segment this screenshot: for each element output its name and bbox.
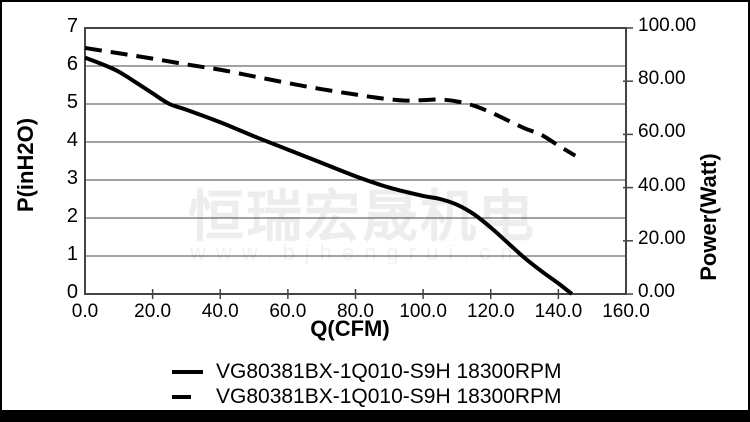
y-axis-title-right: Power(Watt) — [696, 153, 721, 281]
y-left-tick-label: 6 — [66, 53, 78, 75]
x-tick-label: 0.0 — [71, 301, 99, 322]
y-left-tick-label: 1 — [66, 243, 78, 265]
y-left-tick-label: 3 — [66, 167, 78, 189]
watermark-website-text: www.bjhengrui.cn — [190, 240, 523, 265]
y-left-tick-label: 5 — [66, 91, 78, 113]
x-tick-label: 120.0 — [466, 301, 515, 322]
x-tick-label: 100.0 — [399, 301, 447, 322]
power-curve — [84, 45, 577, 158]
x-tick-label: 60.0 — [269, 301, 307, 322]
legend-label: VG80381BX-1Q010-S9H 18300RPM — [216, 385, 562, 408]
y-right-tick-label: 100.00 — [638, 15, 697, 36]
y-left-tick-label: 7 — [66, 15, 78, 37]
y-right-tick-label: 0.00 — [638, 281, 675, 302]
y-left-tick-label: 0 — [66, 281, 78, 303]
y-right-tick-label: 60.00 — [638, 121, 686, 143]
x-tick-label: 140.0 — [534, 301, 583, 322]
solid-line-icon — [172, 370, 203, 374]
y-right-tick-label: 20.00 — [638, 227, 686, 249]
bottom-black-bar — [2, 410, 748, 420]
legend-item-pressure: VG80381BX-1Q010-S9H 18300RPM — [172, 360, 562, 384]
x-tick-label: 160.0 — [602, 301, 650, 322]
y-right-tick-label: 40.00 — [638, 174, 686, 196]
plot-border — [84, 27, 627, 295]
pressure-curve — [84, 55, 574, 296]
x-tick-label: 80.0 — [337, 301, 374, 322]
legend-item-power: VG80381BX-1Q010-S9H 18300RPM — [172, 385, 562, 409]
y-left-tick-label: 4 — [66, 129, 78, 151]
dashed-line-icon — [172, 395, 191, 399]
y-left-tick-label: 2 — [66, 205, 78, 227]
y-right-tick-label: 80.00 — [638, 68, 686, 90]
x-tick-label: 40.0 — [201, 301, 239, 322]
x-axis-title: Q(CFM) — [310, 316, 390, 341]
x-tick-label: 20.0 — [134, 301, 172, 322]
legend-label: VG80381BX-1Q010-S9H 18300RPM — [216, 360, 562, 383]
